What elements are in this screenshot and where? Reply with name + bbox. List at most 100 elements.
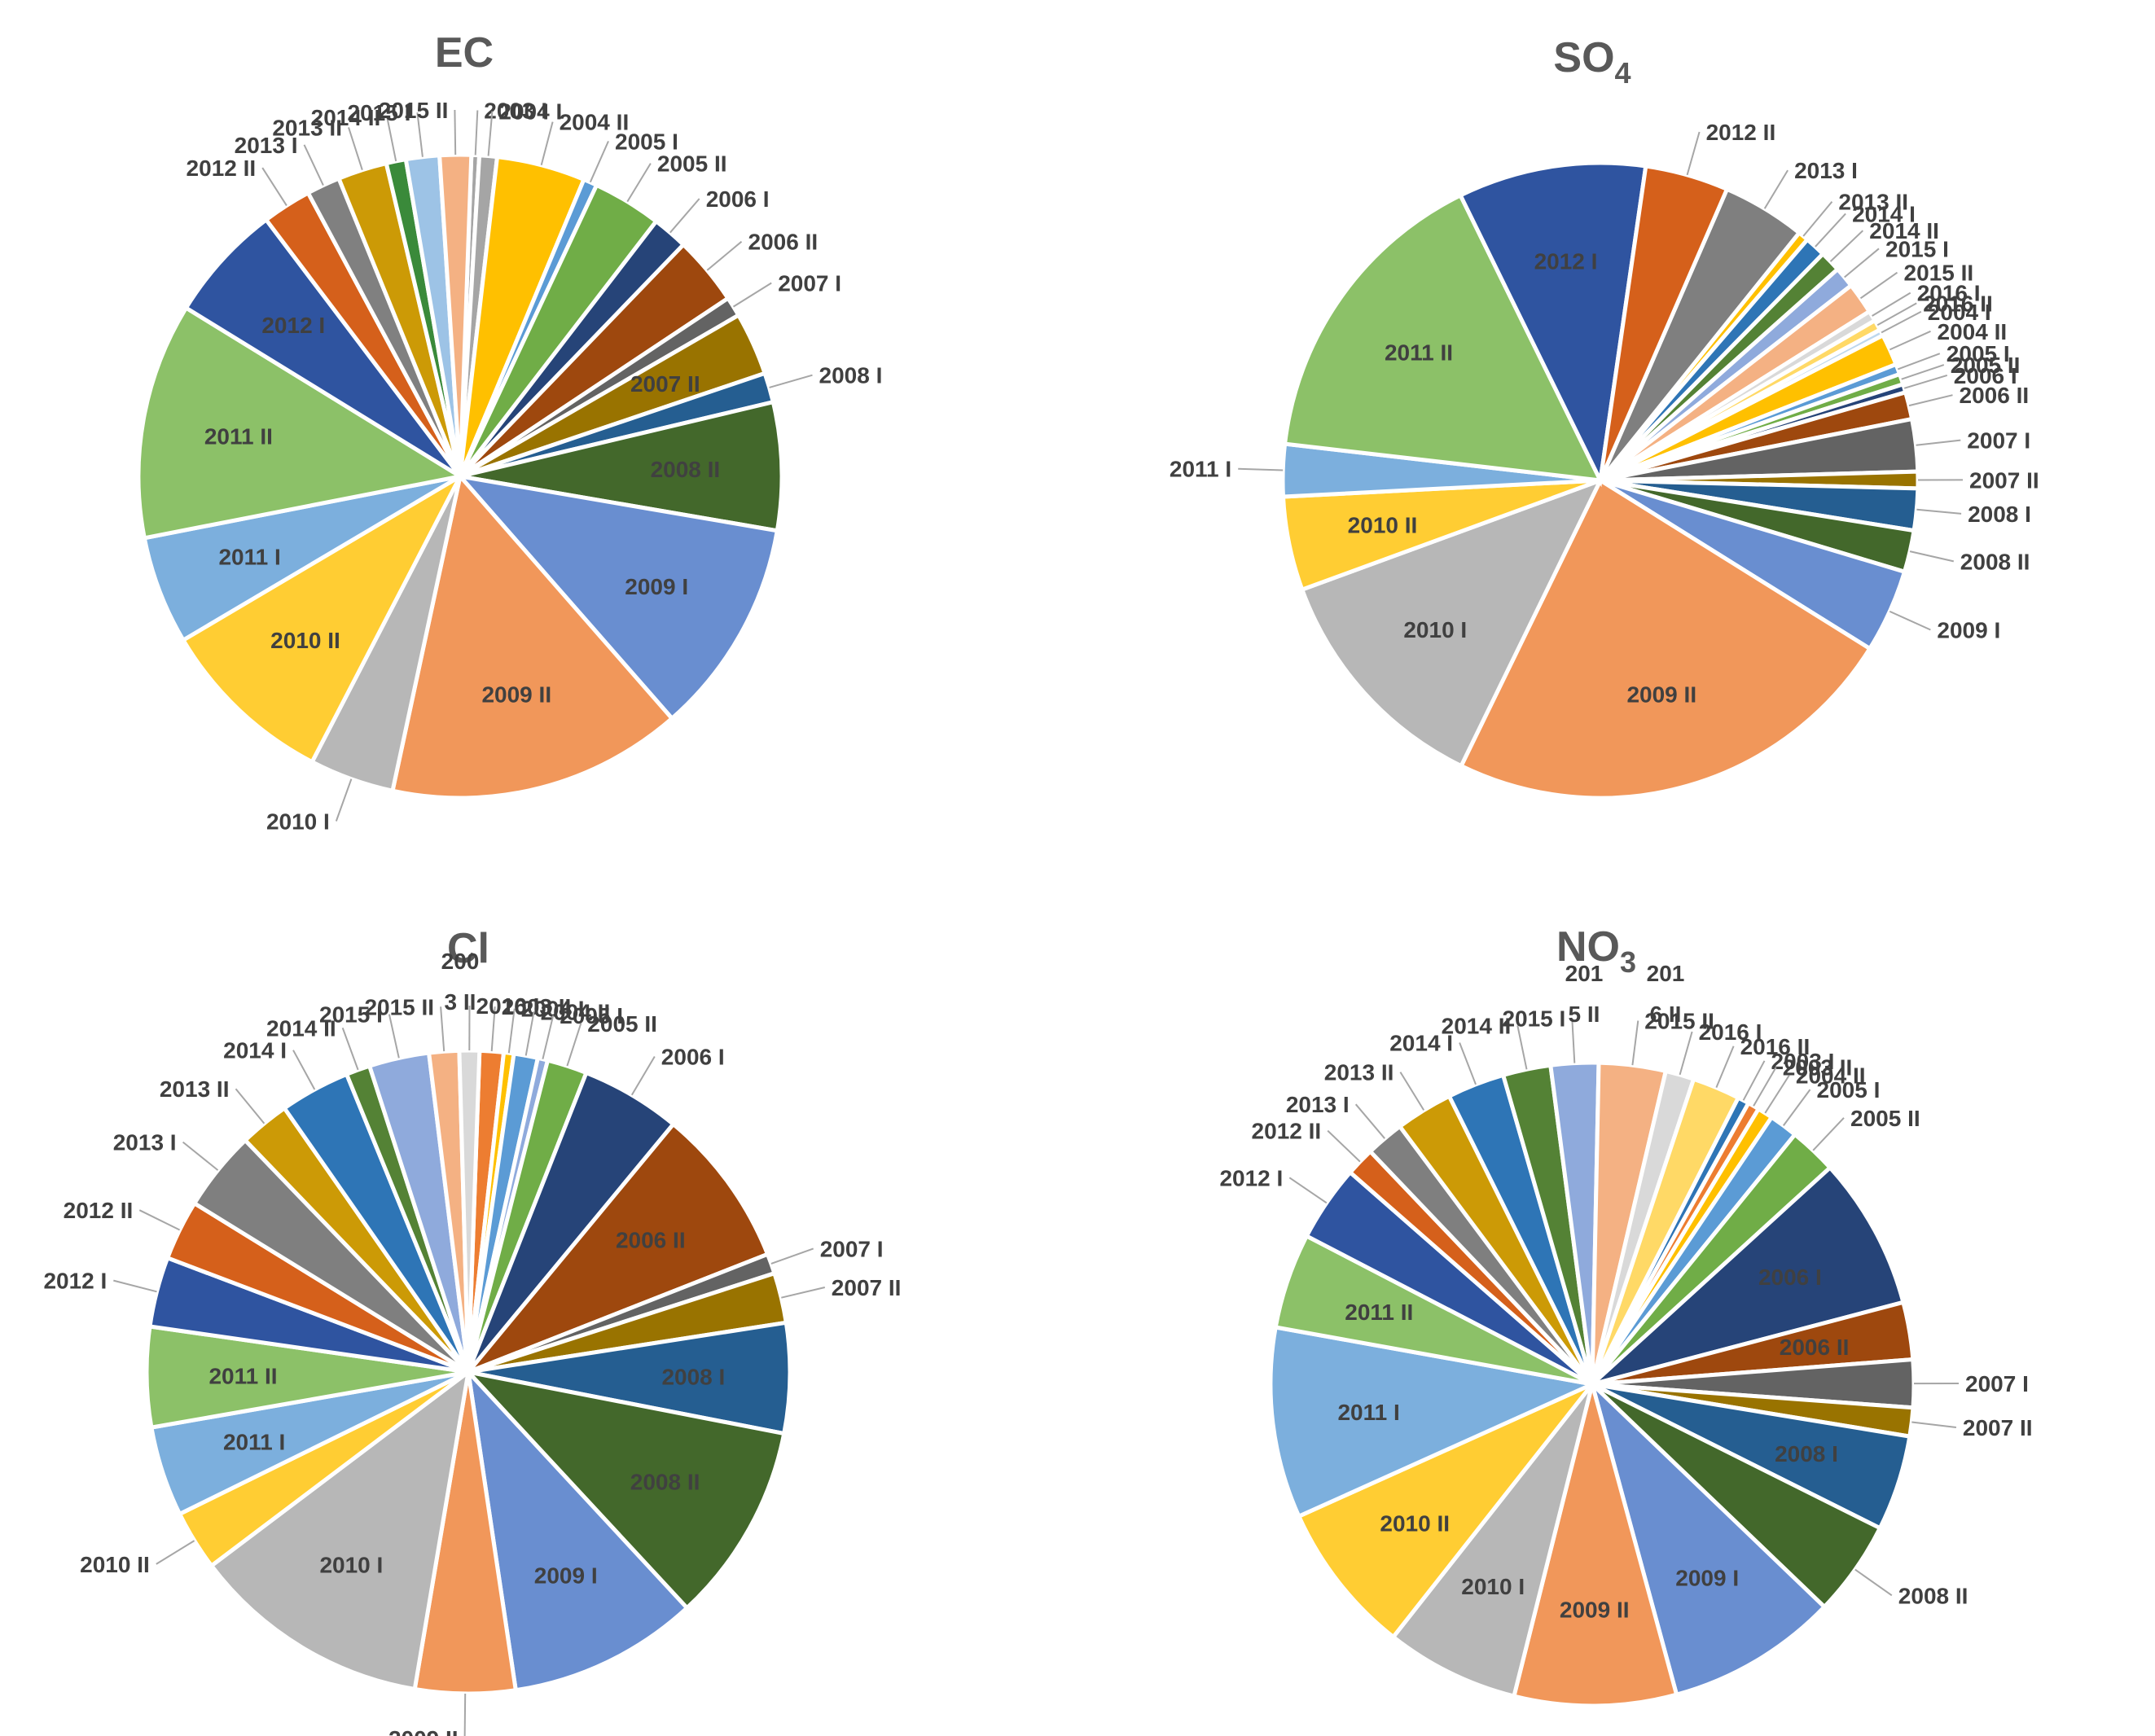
pie-slice-2008-ii bbox=[459, 399, 784, 533]
leader-line bbox=[1802, 201, 1833, 237]
slice-label-2003-i: 2003 I bbox=[484, 99, 547, 124]
leader-line bbox=[454, 109, 457, 156]
pie-slice-2011-ii bbox=[136, 305, 466, 541]
extra-slice-label: 3 II bbox=[445, 989, 476, 1015]
chart-title: Cl bbox=[447, 925, 489, 972]
leader-line bbox=[1399, 1072, 1425, 1111]
leader-line bbox=[1844, 248, 1880, 278]
slice-label-2003-ii: 2003 II bbox=[1783, 1055, 1853, 1081]
leader-line bbox=[1288, 1177, 1328, 1204]
extra-slice-label: 6 II bbox=[1650, 1002, 1682, 1027]
pie-slice-2006-i bbox=[1591, 1164, 1906, 1387]
slice-label-2007-i: 2007 I bbox=[1965, 1371, 2029, 1396]
leader-line bbox=[1782, 1089, 1811, 1126]
leader-line bbox=[669, 198, 700, 234]
leader-line bbox=[1753, 1067, 1777, 1107]
pie-slice-2009-ii bbox=[390, 471, 675, 800]
slice-label-2010-i: 2010 I bbox=[319, 1552, 383, 1577]
slice-label-2016-i: 2016 I bbox=[1917, 281, 1981, 306]
chart-title: EC bbox=[435, 29, 494, 77]
leader-line bbox=[589, 140, 609, 183]
slice-label-2011-ii: 2011 II bbox=[1345, 1300, 1413, 1325]
pie-slice-2008-i bbox=[467, 1320, 792, 1436]
slice-label-2009-ii: 2009 II bbox=[1560, 1598, 1630, 1623]
pie-slice-2009-i bbox=[465, 1366, 691, 1693]
slice-label-2012-ii: 2012 II bbox=[187, 156, 257, 181]
slice-label-2010-ii: 2010 II bbox=[80, 1552, 150, 1577]
leader-line bbox=[113, 1279, 157, 1293]
slice-label-2010-ii: 2010 II bbox=[1380, 1510, 1450, 1536]
pie-slice-2016-ii bbox=[1590, 1076, 1741, 1386]
leader-line bbox=[341, 1027, 359, 1071]
pie-slice-2011-i bbox=[1268, 1325, 1600, 1519]
leader-line bbox=[1889, 330, 1931, 351]
slice-label-2011-ii: 2011 II bbox=[1385, 340, 1453, 366]
leader-line bbox=[1916, 439, 1961, 446]
leader-line bbox=[416, 112, 424, 157]
slice-label-2012-ii: 2012 II bbox=[64, 1198, 134, 1223]
slice-label-2008-ii: 2008 II bbox=[630, 1470, 700, 1495]
leader-line bbox=[1238, 467, 1284, 471]
slice-label-2007-ii: 2007 II bbox=[1963, 1415, 2033, 1440]
leader-line bbox=[524, 1011, 535, 1056]
leader-line bbox=[487, 111, 494, 156]
slice-label-2009-ii: 2009 II bbox=[1626, 682, 1696, 707]
slice-label-2009-ii: 2009 II bbox=[388, 1726, 459, 1736]
leader-line bbox=[542, 1015, 555, 1059]
slice-label-2006-ii: 2006 II bbox=[1960, 383, 2030, 408]
leader-line bbox=[540, 121, 554, 166]
leader-line bbox=[1909, 550, 1955, 563]
leader-line bbox=[1815, 213, 1846, 248]
slice-label-2013-ii: 2013 II bbox=[1838, 190, 1908, 215]
leader-line bbox=[1686, 131, 1701, 176]
pie-slice-2009-i bbox=[1588, 1377, 1828, 1698]
slice-label-2012-i: 2012 I bbox=[261, 313, 325, 338]
leader-line bbox=[781, 1287, 826, 1299]
slice-label-2011-i: 2011 I bbox=[218, 544, 280, 569]
leader-line bbox=[1354, 1103, 1385, 1139]
slice-label-2013-i: 2013 I bbox=[113, 1130, 177, 1155]
slice-label-2005-ii: 2005 II bbox=[657, 151, 727, 177]
leader-line bbox=[235, 1088, 266, 1124]
pie-slice-2011-i bbox=[142, 474, 462, 643]
slice-label-2005-i: 2005 I bbox=[1817, 1077, 1881, 1103]
slice-label-2015-i: 2015 I bbox=[1885, 236, 1949, 261]
slice-label-2014-i: 2014 I bbox=[1389, 1031, 1453, 1056]
leader-line bbox=[1872, 292, 1911, 317]
leader-line bbox=[626, 163, 652, 203]
slice-label-2008-i: 2008 I bbox=[661, 1364, 725, 1389]
slice-label-2004-ii: 2004 II bbox=[1796, 1063, 1866, 1089]
extra-slice-label: 5 II bbox=[1569, 1002, 1600, 1027]
slice-label-2007-ii: 2007 II bbox=[630, 371, 700, 397]
leader-line bbox=[474, 110, 479, 156]
slice-label-2009-ii: 2009 II bbox=[481, 682, 551, 708]
leader-line bbox=[1854, 1568, 1893, 1597]
leader-line bbox=[463, 1693, 467, 1736]
leader-line bbox=[732, 282, 772, 308]
slice-label-2005-i: 2005 I bbox=[615, 129, 678, 154]
slice-label-2007-ii: 2007 II bbox=[1969, 467, 2039, 493]
leader-line bbox=[1715, 1046, 1735, 1088]
leader-line bbox=[1516, 1025, 1528, 1070]
leader-line bbox=[1571, 1018, 1576, 1063]
leader-line bbox=[1908, 394, 1953, 407]
pie-slice-2012-i bbox=[1457, 160, 1648, 488]
slice-label-2010-ii: 2010 II bbox=[270, 628, 340, 653]
pie-slice-2010-i bbox=[1390, 1383, 1595, 1699]
slice-label-2011-ii: 2011 II bbox=[204, 424, 273, 449]
leader-line bbox=[1859, 271, 1898, 300]
slice-label-2014-ii: 2014 II bbox=[1869, 218, 1939, 243]
slice-label-2008-ii: 2008 II bbox=[651, 457, 721, 482]
slice-label-2016-ii: 2016 II bbox=[1923, 291, 1993, 316]
slice-label-2010-ii: 2010 II bbox=[1348, 513, 1418, 538]
leader-line bbox=[1679, 1031, 1693, 1076]
slice-label-2016-ii: 2016 II bbox=[1740, 1034, 1810, 1059]
leader-line bbox=[1763, 169, 1789, 209]
slice-label-2006-i: 2006 I bbox=[661, 1045, 725, 1070]
slice-label-2006-i: 2006 I bbox=[706, 186, 770, 212]
slice-label-2015-i: 2015 I bbox=[1502, 1006, 1565, 1032]
